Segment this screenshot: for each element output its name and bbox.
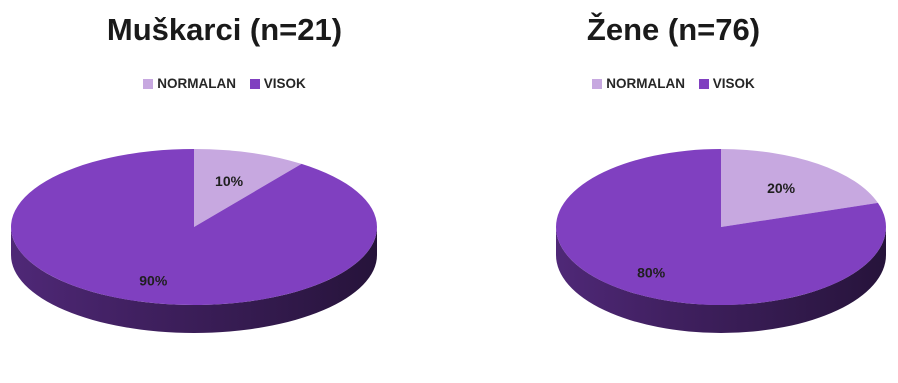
legend-item-normalan: NORMALAN [143, 76, 236, 91]
legend-item-normalan: NORMALAN [592, 76, 685, 91]
chart-men: Muškarci (n=21) NORMALAN VISOK 10% 90% [0, 12, 449, 333]
legend-label-visok: VISOK [263, 76, 306, 91]
pie-chart-men-side-wall [11, 227, 377, 333]
pie-chart-men: 10% 90% [10, 149, 378, 333]
pie-labels: 10% 90% [139, 173, 243, 288]
data-label-normalan: 20% [767, 180, 796, 196]
pie-labels: 20% 80% [637, 180, 796, 281]
data-label-visok: 80% [637, 264, 666, 280]
pie-slice-normalan [721, 149, 878, 227]
legend-label-normalan: NORMALAN [157, 76, 236, 91]
legend-swatch-visok [249, 79, 260, 89]
pie-chart-women: 20% 80% [555, 149, 886, 333]
legend: NORMALAN VISOK [0, 76, 449, 91]
legend-item-visok: VISOK [249, 76, 306, 91]
legend-swatch-visok [698, 79, 709, 89]
pie-chart-women-side-wall [556, 227, 886, 333]
legend-swatch-normalan [143, 79, 154, 89]
data-label-normalan: 10% [215, 173, 244, 189]
pie-slice-normalan [194, 149, 302, 227]
data-label-visok: 90% [139, 272, 168, 288]
pie-slices [555, 149, 886, 305]
legend-label-normalan: NORMALAN [606, 76, 685, 91]
pie-slice-visok [555, 149, 886, 305]
chart-title: Muškarci (n=21) [106, 12, 343, 47]
legend: NORMALAN VISOK [449, 76, 898, 91]
pie-depth [11, 227, 377, 333]
chart-title: Žene (n=76) [586, 12, 761, 47]
legend-label-visok: VISOK [712, 76, 755, 91]
legend-swatch-normalan [592, 79, 603, 89]
pie-depth [556, 227, 886, 333]
chart-women: Žene (n=76) NORMALAN VISOK 20% 80% [449, 0, 898, 383]
pie-slice-visok [10, 149, 378, 305]
legend-item-visok: VISOK [698, 76, 755, 91]
pie-slices [10, 149, 378, 305]
